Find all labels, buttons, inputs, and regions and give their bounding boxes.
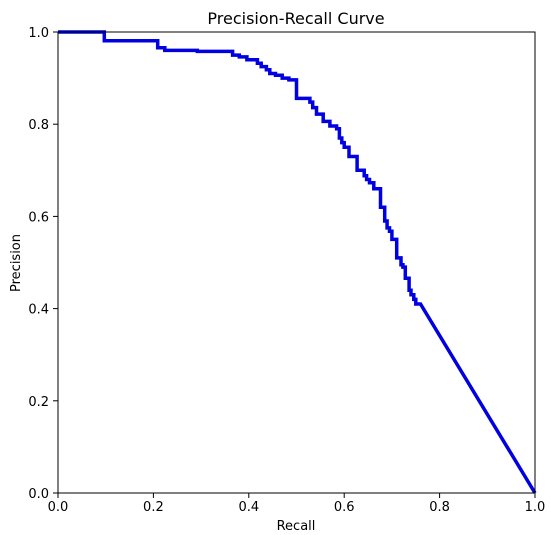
y-axis-label: Precision xyxy=(9,234,24,292)
y-tick-label: 0.2 xyxy=(28,395,49,410)
series-line-0 xyxy=(58,30,537,494)
x-tick-label: 0.6 xyxy=(334,500,355,515)
x-tick-label: 0.8 xyxy=(429,500,450,515)
y-tick-label: 0.4 xyxy=(28,303,49,318)
chart-title: Precision-Recall Curve xyxy=(207,9,384,28)
x-tick-label: 1.0 xyxy=(525,500,546,515)
y-axis: 0.0 0.2 0.4 0.6 0.8 1.0 xyxy=(28,26,58,502)
plot-frame xyxy=(57,31,536,494)
y-tick-label: 0.6 xyxy=(28,210,49,225)
x-tick-label: 0.2 xyxy=(143,500,164,515)
x-axis: 0.0 0.2 0.4 0.6 0.8 1.0 xyxy=(48,493,546,515)
y-tick-label: 0.8 xyxy=(28,118,49,133)
x-axis-label: Recall xyxy=(277,519,316,534)
y-tick-label: 1.0 xyxy=(28,26,49,41)
plot-area xyxy=(57,30,537,494)
x-tick-label: 0.0 xyxy=(48,500,69,515)
y-tick-label: 0.0 xyxy=(28,487,49,502)
x-tick-label: 0.4 xyxy=(238,500,259,515)
